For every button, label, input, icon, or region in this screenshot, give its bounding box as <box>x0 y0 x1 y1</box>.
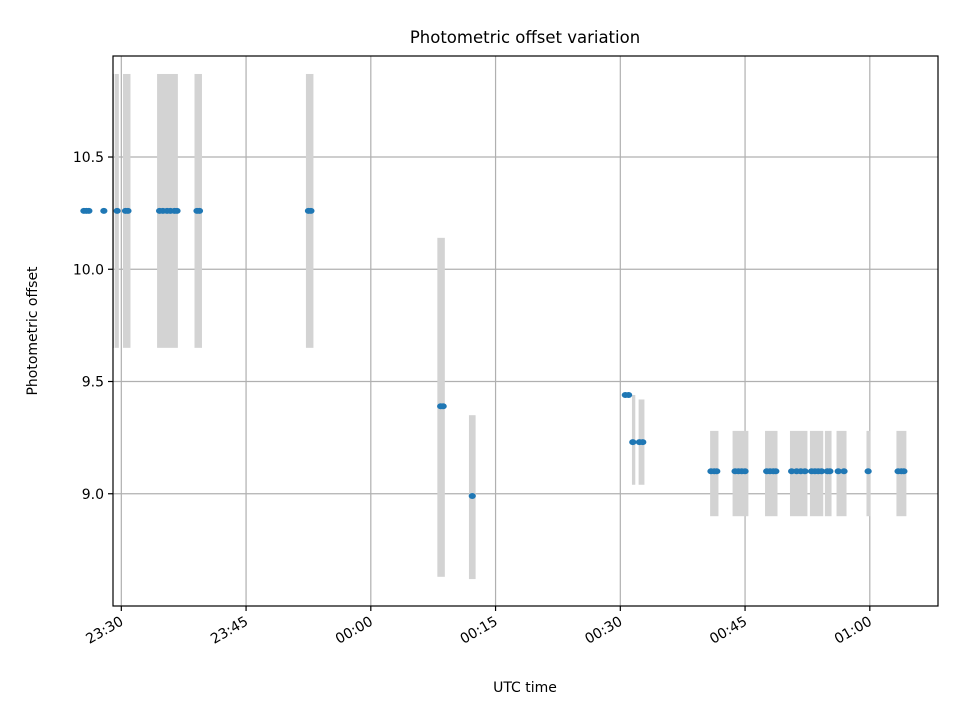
data-point <box>772 468 780 475</box>
data-point <box>629 439 637 446</box>
chart-title: Photometric offset variation <box>410 28 640 47</box>
data-point <box>741 468 749 475</box>
data-point <box>788 468 796 475</box>
data-point <box>625 391 633 398</box>
error-band <box>836 430 847 517</box>
y-axis-label: Photometric offset <box>25 266 41 396</box>
data-points <box>80 207 908 499</box>
data-point <box>173 207 181 214</box>
data-point <box>113 207 121 214</box>
data-point <box>85 207 93 214</box>
x-axis-label: UTC time <box>493 680 557 696</box>
y-tick-label: 9.0 <box>82 487 104 503</box>
y-tick-label: 10.5 <box>73 150 104 166</box>
y-axis-ticks: 9.0 9.5 10.0 10.5 <box>73 150 113 503</box>
data-point <box>713 468 721 475</box>
data-point <box>124 207 132 214</box>
data-point <box>468 493 476 499</box>
data-point <box>826 468 834 475</box>
data-point <box>439 403 447 410</box>
data-point <box>307 207 315 214</box>
plot-frame <box>112 55 939 607</box>
data-point <box>100 207 108 214</box>
data-point <box>639 439 647 446</box>
data-point <box>817 468 826 475</box>
data-point <box>195 207 204 214</box>
y-tick-label: 9.5 <box>82 375 104 391</box>
data-point <box>864 468 872 475</box>
data-point <box>840 468 848 475</box>
grid <box>113 56 938 606</box>
data-point <box>900 468 908 475</box>
data-point <box>801 468 809 475</box>
y-tick-label: 10.0 <box>73 262 104 278</box>
data-point <box>834 468 842 475</box>
